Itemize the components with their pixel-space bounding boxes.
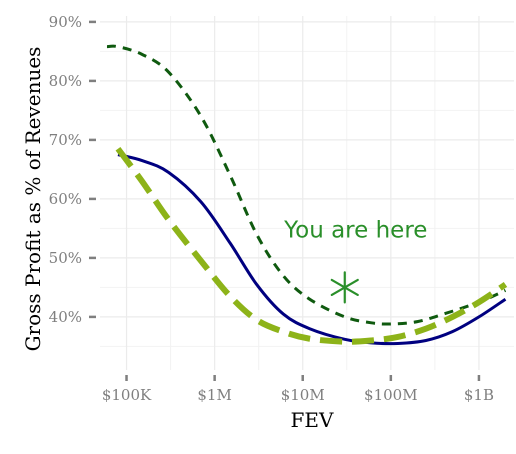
x-tick-label: $10M (281, 386, 325, 404)
y-tick-label: 40% (49, 308, 82, 326)
labels-layer: You are here $100K $1M $10M $100M $1B 40% 50% 60… (49, 13, 494, 404)
annotation-text: You are here (283, 217, 427, 243)
series-line-navy-solid (117, 153, 507, 346)
grid-major (100, 16, 514, 370)
y-tick-label: 50% (49, 249, 82, 267)
x-tick-label: $1M (197, 386, 231, 404)
marker-stroke (330, 278, 359, 296)
x-tick-label: $1B (464, 386, 494, 404)
series-line-dark-green-dashed (106, 44, 507, 326)
y-tick-label: 90% (49, 13, 82, 31)
series-layer (106, 44, 508, 346)
grid-minor (100, 16, 514, 370)
axis-ticks (89, 20, 481, 381)
x-tick-label: $100K (102, 386, 152, 404)
y-tick-label: 70% (49, 131, 82, 149)
x-tick-label: $100M (364, 386, 418, 404)
y-axis-title: Gross Profit as % of Revenues (21, 47, 45, 352)
series-line-lime-dashed (115, 146, 508, 345)
y-tick-label: 80% (49, 72, 82, 90)
y-tick-label: 60% (49, 190, 82, 208)
x-axis-title: FEV (291, 408, 334, 432)
marker-layer (330, 271, 359, 304)
you-are-here-marker (330, 271, 359, 304)
